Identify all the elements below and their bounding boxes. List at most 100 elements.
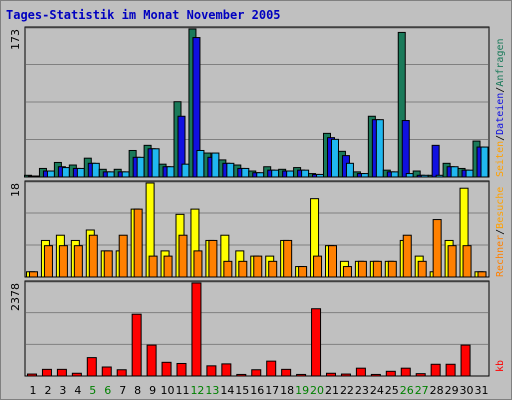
- day-label-4: 4: [74, 384, 81, 397]
- day-label-1: 1: [30, 384, 37, 397]
- bottom-bar-kb-day-27: [415, 373, 426, 377]
- middle-bar-rechner-day-7: [118, 234, 128, 278]
- middle-legend-besuche: Besuche: [495, 187, 506, 229]
- top-bar-seiten-day-23: [360, 173, 369, 178]
- top-bar-seiten-day-1: [32, 175, 40, 178]
- top-bar-seiten-day-21: [331, 138, 339, 178]
- day-label-18: 18: [280, 384, 294, 397]
- middle-bar-rechner-day-9: [148, 255, 158, 278]
- middle-bar-rechner-day-22: [342, 266, 352, 278]
- bottom-bar-kb-day-30: [460, 344, 471, 377]
- middle-bar-rechner-day-16: [253, 255, 263, 278]
- bottom-bar-kb-day-15: [236, 373, 247, 377]
- bottom-bar-kb-day-9: [146, 344, 157, 377]
- middle-legend-separator: /: [495, 229, 506, 235]
- day-label-27: 27: [415, 384, 429, 397]
- middle-bar-rechner-day-4: [73, 245, 83, 278]
- day-label-28: 28: [430, 384, 444, 397]
- day-label-12: 12: [190, 384, 204, 397]
- top-legend: Seiten/Dateien/Anfragen: [495, 38, 506, 177]
- bottom-bar-kb-day-22: [340, 373, 351, 377]
- top-bar-seiten-day-31: [480, 146, 489, 178]
- day-label-9: 9: [149, 384, 156, 397]
- bottom-legend: kb: [495, 360, 506, 372]
- day-label-23: 23: [355, 384, 369, 397]
- top-bar-seiten-day-9: [151, 148, 160, 178]
- middle-bar-rechner-day-15: [238, 260, 248, 278]
- bottom-bar-kb-day-28: [430, 363, 441, 377]
- top-bar-seiten-day-12: [196, 149, 205, 178]
- day-label-16: 16: [250, 384, 264, 397]
- day-label-5: 5: [89, 384, 96, 397]
- day-label-8: 8: [134, 384, 141, 397]
- top-bar-seiten-day-7: [121, 171, 130, 178]
- top-bar-seiten-day-30: [465, 169, 474, 178]
- middle-bar-rechner-day-29: [447, 245, 457, 278]
- middle-bar-rechner-day-26: [402, 234, 412, 278]
- middle-bar-rechner-day-5: [88, 234, 98, 278]
- middle-bar-rechner-day-21: [328, 245, 337, 278]
- day-label-14: 14: [220, 384, 234, 397]
- middle-bar-rechner-day-25: [387, 260, 397, 278]
- day-label-17: 17: [265, 384, 279, 397]
- top-legend-anfragen: Anfragen: [495, 38, 506, 86]
- bottom-bar-kb-day-13: [206, 365, 217, 377]
- bottom-bar-kb-day-14: [221, 363, 232, 377]
- day-label-20: 20: [310, 384, 324, 397]
- top-bar-seiten-day-20: [316, 173, 325, 178]
- top-legend-separator: /: [495, 135, 506, 141]
- day-label-25: 25: [385, 384, 399, 397]
- top-bar-seiten-day-6: [106, 171, 115, 178]
- bottom-bar-kb-day-2: [41, 368, 52, 377]
- middle-bar-rechner-day-1: [29, 271, 38, 278]
- day-label-26: 26: [400, 384, 414, 397]
- middle-bar-rechner-day-19: [298, 266, 308, 278]
- middle-bar-rechner-day-12: [193, 250, 203, 278]
- day-label-15: 15: [235, 384, 249, 397]
- middle-ymax-label: 18: [9, 183, 22, 197]
- bottom-panel: [24, 280, 490, 377]
- top-bar-seiten-day-22: [345, 162, 354, 178]
- top-bar-seiten-day-13: [211, 152, 220, 178]
- day-label-19: 19: [295, 384, 309, 397]
- middle-legend-rechner: Rechner: [495, 235, 506, 277]
- middle-bar-rechner-day-6: [103, 250, 113, 278]
- bottom-bar-kb-day-21: [326, 372, 336, 377]
- day-label-13: 13: [205, 384, 219, 397]
- bottom-bar-kb-day-29: [445, 363, 456, 377]
- bottom-bar-kb-day-4: [71, 372, 82, 377]
- bottom-bar-kb-day-16: [251, 369, 262, 377]
- chart-title: Tages-Statistik im Monat November 2005: [6, 8, 281, 22]
- top-bar-seiten-day-5: [91, 162, 100, 178]
- middle-bar-rechner-day-3: [58, 245, 68, 278]
- top-bar-seiten-day-14: [226, 162, 235, 178]
- bottom-legend-kb: kb: [495, 360, 506, 372]
- top-ymax-label: 173: [9, 29, 22, 50]
- top-bar-seiten-day-16: [256, 172, 265, 178]
- middle-bar-rechner-day-17: [268, 260, 278, 278]
- top-bar-seiten-day-3: [61, 167, 70, 178]
- middle-bar-rechner-day-27: [417, 260, 427, 278]
- bottom-bar-kb-day-6: [101, 366, 112, 377]
- bottom-bar-kb-day-10: [161, 361, 172, 377]
- bottom-bar-kb-day-12: [191, 282, 202, 377]
- middle-bar-rechner-day-28: [432, 219, 442, 278]
- top-bar-seiten-day-2: [46, 170, 55, 178]
- day-label-2: 2: [44, 384, 51, 397]
- middle-bar-rechner-day-11: [178, 234, 188, 278]
- bottom-bar-kb-day-17: [266, 360, 277, 377]
- middle-bar-rechner-day-20: [313, 255, 323, 278]
- top-legend-separator: /: [495, 87, 506, 93]
- bottom-bar-kb-day-25: [385, 370, 396, 377]
- bottom-bar-kb-day-26: [400, 367, 411, 377]
- day-label-22: 22: [340, 384, 354, 397]
- middle-bar-rechner-day-13: [208, 239, 218, 278]
- top-bar-seiten-day-26: [405, 173, 414, 178]
- top-bar-seiten-day-11: [181, 163, 190, 178]
- day-label-7: 7: [119, 384, 126, 397]
- bottom-bar-kb-day-20: [311, 308, 322, 377]
- top-bar-seiten-day-29: [450, 166, 459, 178]
- middle-bar-rechner-day-10: [163, 255, 173, 278]
- day-label-31: 31: [475, 384, 489, 397]
